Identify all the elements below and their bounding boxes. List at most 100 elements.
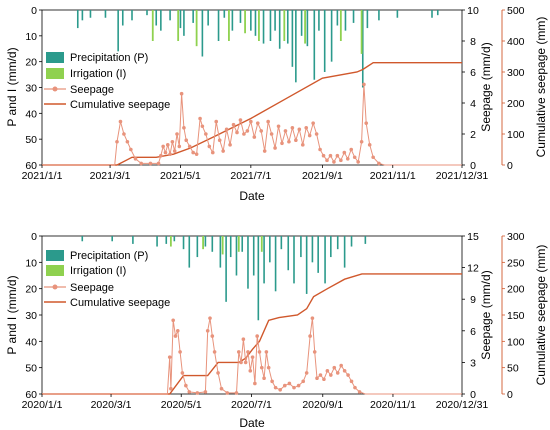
seepage-point: [210, 150, 215, 155]
seepage-point: [266, 119, 270, 124]
seepage-point: [156, 161, 161, 166]
seepage-point: [335, 153, 340, 158]
seepage-point: [133, 157, 138, 161]
seepage-point: [349, 147, 354, 152]
seepage-point: [318, 147, 322, 152]
seepage-point: [195, 391, 200, 395]
irrigation-bar: [151, 10, 154, 41]
seepage-point: [300, 143, 305, 147]
right-tick-label-seepage: 2: [470, 129, 476, 141]
legend-swatch-precipitation: [46, 250, 64, 261]
seepage-point: [287, 139, 291, 144]
irrigation-bar: [360, 10, 363, 54]
seepage-point: [342, 150, 347, 155]
seepage-point: [264, 350, 269, 354]
seepage-point: [315, 376, 319, 381]
x-tick-label: 2021/1/1: [22, 170, 63, 182]
right-tick-label-cumulative: 0: [507, 389, 513, 401]
legend: Precipitation (P) Irrigation (I) Seepage…: [44, 52, 170, 111]
x-tick-label: 2021/12/31: [436, 170, 489, 182]
precipitation-bar: [207, 10, 209, 26]
seepage-point: [312, 350, 317, 354]
right-tick-label-cumulative: 500: [507, 5, 525, 17]
seepage-point: [204, 132, 208, 136]
precipitation-bar: [378, 10, 380, 21]
seepage-point: [325, 369, 330, 373]
seepage-point: [339, 158, 343, 163]
irrigation-bar: [304, 10, 306, 44]
precipitation-bar: [217, 10, 220, 41]
x-tick-label: 2021/3/1: [90, 170, 131, 182]
seepage-point: [270, 379, 274, 384]
left-axis-title: P and I (mm/d): [5, 275, 19, 354]
right-tick-label-seepage: 3: [470, 357, 476, 369]
precipitation-bar: [201, 10, 204, 57]
seepage-point: [282, 383, 287, 388]
right-axis-title-seepage: Seepage (mm/d): [479, 270, 493, 359]
seepage-point: [301, 379, 306, 384]
seepage-point: [238, 118, 243, 122]
chart-panel-bottom: 2020/1/1 2020/3/1 2020/5/1 2020/7/1 2020/9/1…: [5, 231, 548, 430]
irrigation-bar: [258, 10, 260, 41]
axes-layer: 2021/1/1 2021/3/1 2021/5/1 2021/7/1 2021/9/1…: [22, 5, 525, 182]
seepage-point: [242, 132, 246, 136]
seepage-point: [248, 369, 253, 373]
precipitation-bar: [231, 10, 234, 31]
precipitation-bar: [211, 236, 214, 252]
left-axis-title: P and I (mm/d): [5, 47, 19, 126]
seepage-point: [235, 130, 239, 135]
seepage-point: [364, 121, 369, 125]
precipitation-bar: [274, 10, 276, 31]
right-tick-label-cumulative: 300: [507, 67, 525, 79]
seepage-point: [332, 365, 337, 370]
left-tick-label: 0: [31, 231, 37, 243]
right-tick-label-cumulative: 300: [507, 231, 525, 243]
seepage-point: [266, 365, 271, 370]
right-axis-title-cumulative: Cumulative seepage (mm): [534, 245, 548, 386]
precipitation-bar: [366, 10, 369, 29]
seepage-point: [239, 360, 243, 365]
seepage-point: [191, 150, 195, 155]
irrigation-bar: [202, 236, 204, 250]
seepage-point: [362, 82, 366, 87]
seepage-point: [349, 379, 354, 384]
seepage-point: [139, 161, 144, 166]
right-tick-label-cumulative: 50: [507, 363, 519, 375]
seepage-point: [280, 141, 284, 146]
legend-label-cumulative: Cumulative seepage: [70, 99, 170, 111]
precipitation-bar: [324, 236, 326, 284]
left-tick-label: 60: [25, 160, 37, 172]
seepage-point: [262, 376, 266, 381]
seepage-point: [290, 126, 295, 130]
seepage-point: [371, 155, 375, 160]
x-tick-label: 2021/9/1: [302, 170, 343, 182]
x-axis-title: Date: [239, 416, 265, 430]
x-tick-label: 2020/9/1: [302, 399, 343, 411]
seepage-point: [167, 355, 172, 359]
irrigation-bar: [228, 10, 230, 41]
precipitation-bar: [223, 10, 226, 18]
legend-label-irrigation: Irrigation (I): [70, 68, 126, 80]
legend-label-irrigation: Irrigation (I): [70, 265, 126, 277]
right-tick-label-seepage: 12: [467, 263, 479, 275]
seepage-point: [236, 350, 241, 354]
precipitation-bar: [225, 236, 227, 302]
seepage-point: [129, 147, 133, 152]
seepage-point: [225, 391, 230, 395]
x-tick-label: 2021/5/1: [160, 170, 201, 182]
axes-layer: 2020/1/1 2020/3/1 2020/5/1 2020/7/1 2020/9/1…: [22, 231, 525, 411]
precipitation-bar: [81, 236, 84, 242]
seepage-point: [184, 138, 189, 142]
seepage-point: [353, 385, 357, 390]
right-tick-label-cumulative: 100: [507, 129, 525, 141]
seepage-point: [210, 334, 215, 338]
legend-marker-seepage: [52, 86, 58, 92]
x-tick-label: 2021/7/1: [230, 170, 271, 182]
seepage-point: [296, 383, 301, 388]
seepage-point: [159, 153, 163, 158]
irrigation-bar: [169, 236, 172, 247]
precipitation-bar: [254, 10, 257, 36]
seepage-point: [200, 124, 205, 129]
seepage-point: [115, 139, 119, 144]
precipitation-bar: [313, 10, 316, 80]
